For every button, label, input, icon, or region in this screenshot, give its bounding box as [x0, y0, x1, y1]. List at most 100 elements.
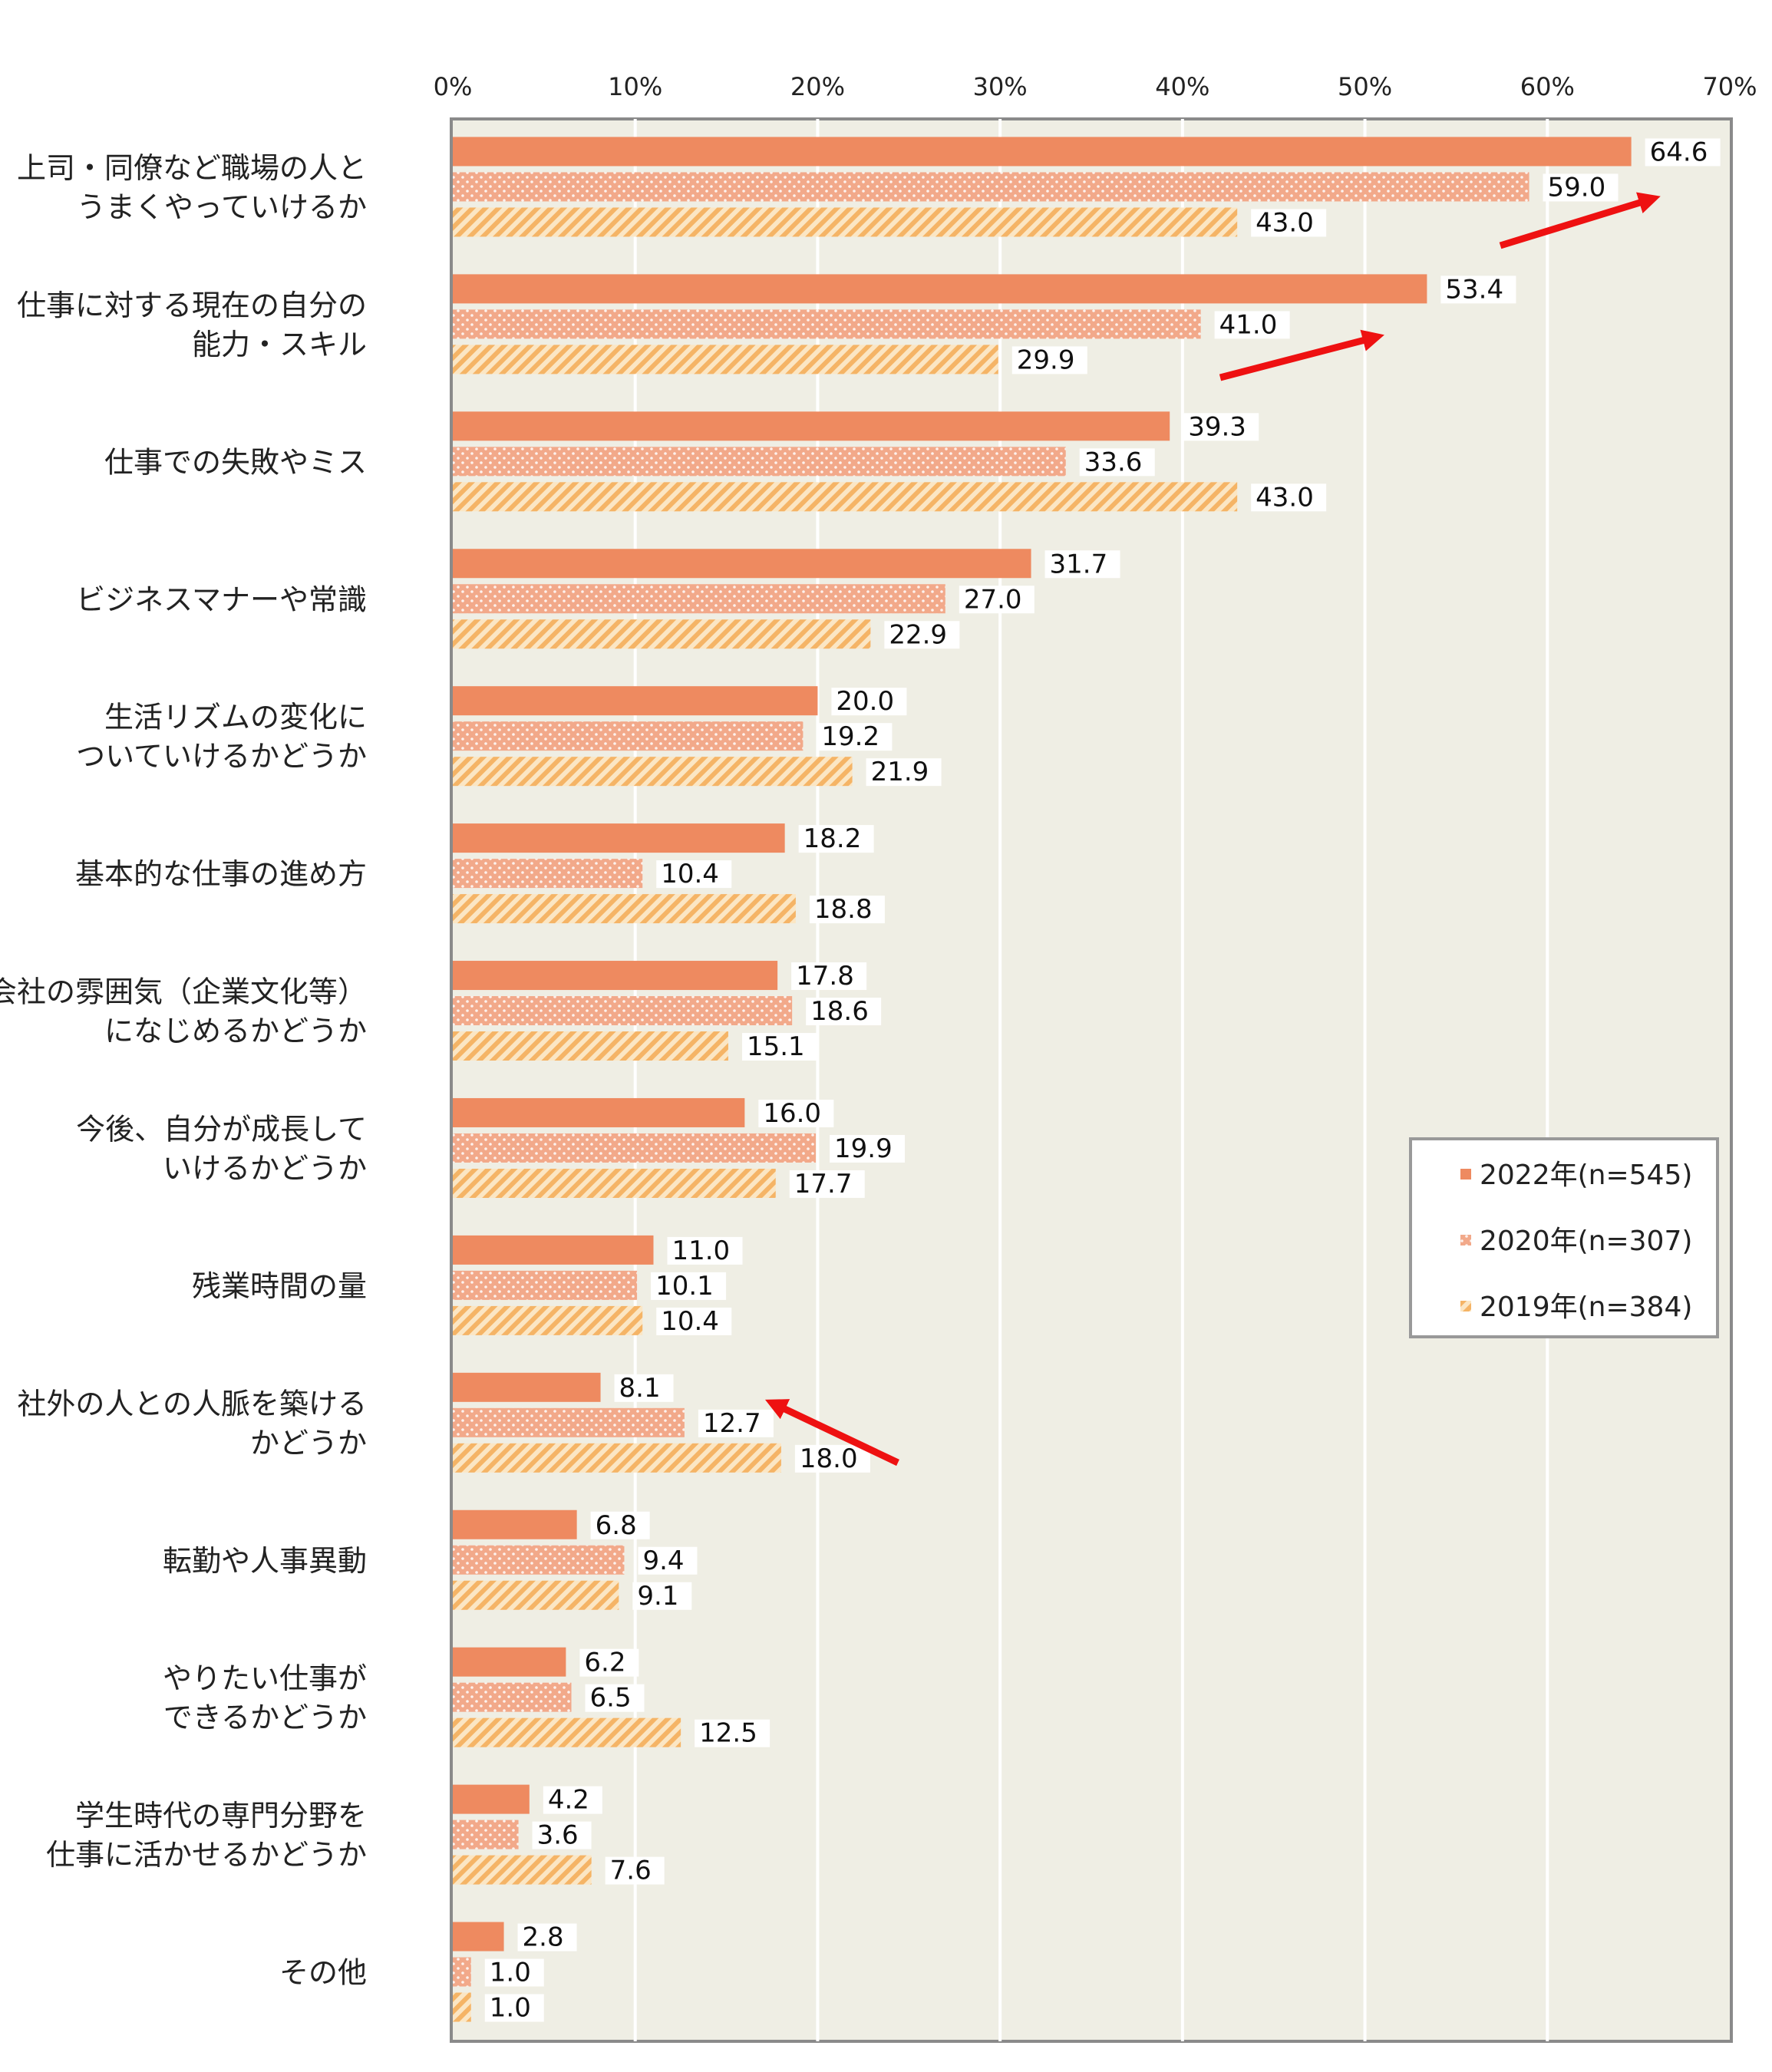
value-label: 9.4: [642, 1546, 684, 1576]
value-label: 41.0: [1219, 309, 1278, 340]
value-label: 31.7: [1050, 549, 1108, 579]
bar: [453, 584, 945, 614]
bar: [453, 1509, 577, 1539]
value-label-bg: [614, 1374, 674, 1402]
bar: [453, 1407, 685, 1437]
bar: [453, 686, 818, 716]
category-label: 仕事に対する現在の自分の: [17, 289, 367, 322]
value-label-bg: [1251, 483, 1327, 512]
value-label-bg: [638, 1546, 698, 1575]
value-label: 6.2: [584, 1648, 625, 1678]
bar: [453, 1682, 572, 1712]
category-label: 基本的な仕事の進め方: [75, 857, 367, 891]
value-label: 2.8: [523, 1922, 564, 1953]
bar: [453, 172, 1529, 202]
value-label-bg: [484, 1994, 544, 2022]
category-label: できるかどうか: [163, 1701, 367, 1734]
value-label: 4.2: [548, 1785, 589, 1816]
category-label: になじめるかどうか: [104, 1015, 367, 1048]
plot-area: [450, 117, 1733, 2043]
value-label: 43.0: [1256, 482, 1314, 513]
value-label: 20.0: [836, 686, 894, 717]
bar: [453, 1647, 566, 1677]
value-label-bg: [605, 1856, 665, 1885]
trend-arrow: [764, 1399, 899, 1467]
bar: [453, 1168, 776, 1198]
value-label: 16.0: [763, 1098, 821, 1129]
value-label-bg: [831, 688, 907, 716]
bar: [453, 345, 998, 374]
bar: [453, 1031, 728, 1061]
category-label: その他: [279, 1956, 367, 1990]
value-label: 43.0: [1256, 207, 1314, 238]
value-label-bg: [791, 962, 867, 991]
value-label-bg: [1645, 138, 1721, 167]
value-label: 7.6: [610, 1856, 652, 1886]
value-label: 18.6: [810, 996, 869, 1027]
value-label-bg: [884, 621, 960, 649]
value-label-bg: [695, 1719, 771, 1747]
value-label-bg: [1214, 311, 1290, 339]
value-label-bg: [484, 1958, 544, 1987]
bar: [453, 411, 1170, 441]
value-label: 18.0: [800, 1443, 858, 1474]
value-label: 21.9: [871, 757, 929, 787]
bar: [453, 274, 1427, 304]
value-label-bg: [651, 1272, 727, 1300]
bar: [453, 961, 778, 991]
category-label: ついていけるかどうか: [76, 740, 367, 774]
category-label: 能力・スキル: [192, 328, 367, 361]
value-label-bg: [1440, 275, 1516, 304]
legend-swatch: [1460, 1301, 1471, 1311]
bar: [453, 757, 853, 787]
category-label: 学生時代の専門分野を: [75, 1799, 367, 1833]
value-label-bg: [585, 1684, 645, 1712]
value-label-bg: [794, 1444, 870, 1473]
value-label-bg: [758, 1099, 834, 1127]
value-label: 8.1: [619, 1373, 661, 1404]
category-label: 仕事での失敗やミス: [104, 445, 367, 479]
value-label-bg: [579, 1648, 639, 1677]
value-label: 53.4: [1445, 274, 1503, 305]
value-label-bg: [1079, 448, 1155, 477]
value-label: 3.6: [537, 1820, 579, 1851]
category-label: 上司・同僚など職場の人と: [17, 151, 367, 185]
value-label-bg: [590, 1511, 650, 1539]
legend-swatch: [1460, 1235, 1471, 1246]
category-label: かどうか: [250, 1426, 367, 1460]
category-label: 残業時間の量: [192, 1269, 367, 1303]
x-tick-label: 30%: [973, 72, 1028, 101]
bar: [453, 1270, 638, 1300]
value-label-bg: [1183, 413, 1259, 441]
bar: [453, 1235, 654, 1265]
trend-arrow: [1219, 329, 1384, 381]
bar: [453, 309, 1201, 339]
category-label: 転勤や人事異動: [163, 1544, 367, 1578]
value-label-bg: [809, 896, 885, 924]
category-label: うまくやっていけるか: [77, 190, 367, 224]
value-label-bg: [789, 1170, 865, 1198]
value-label-bg: [798, 825, 874, 853]
value-label-bg: [1543, 173, 1619, 202]
category-labels: 上司・同僚など職場の人とうまくやっていけるか仕事に対する現在の自分の能力・スキル…: [0, 151, 367, 1990]
bar: [453, 894, 796, 924]
category-label: ビジネスマナーや常識: [76, 582, 367, 616]
bars: [453, 137, 1632, 2022]
value-label-bg: [830, 1134, 906, 1163]
value-label: 1.0: [490, 1993, 531, 2024]
value-label-bg: [1044, 550, 1120, 579]
bar: [453, 1784, 530, 1814]
bar: [453, 859, 643, 889]
value-label-bg: [866, 758, 942, 787]
value-label: 15.1: [747, 1031, 805, 1062]
value-label: 11.0: [672, 1236, 730, 1266]
bar: [453, 137, 1632, 167]
value-label-bg: [817, 723, 893, 751]
x-tick-label: 70%: [1702, 72, 1757, 101]
legend-label: 2020年(n=307): [1480, 1226, 1692, 1257]
bar: [453, 1855, 592, 1885]
x-tick-label: 10%: [608, 72, 662, 101]
category-label: やりたい仕事が: [163, 1661, 367, 1695]
bar: [453, 823, 785, 853]
